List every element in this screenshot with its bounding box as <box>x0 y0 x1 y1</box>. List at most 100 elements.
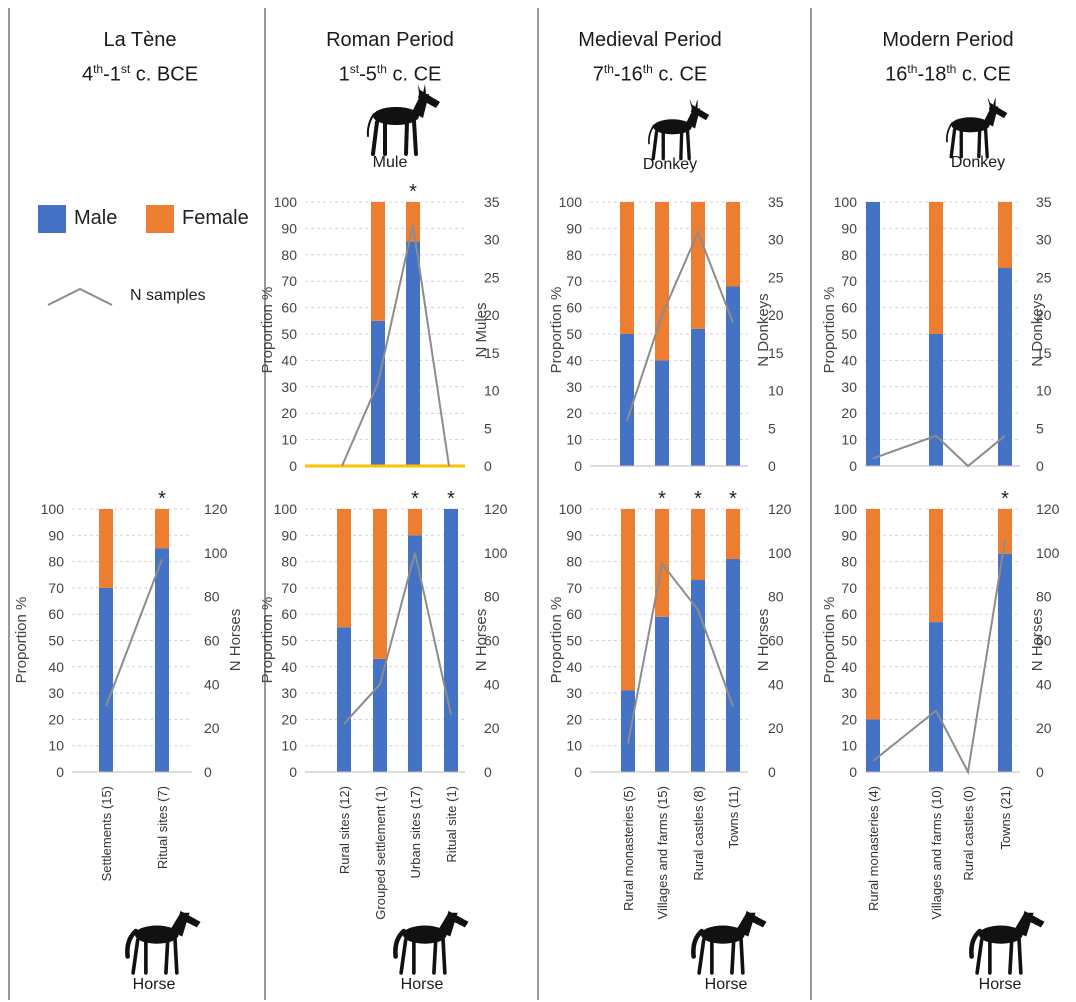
modern-donkey-ytick-label: 40 <box>841 352 857 368</box>
period-title-modern: Modern Period 16th-18th c. CE <box>848 26 1048 90</box>
medieval-donkey-ytick-label: 0 <box>574 458 582 474</box>
medieval-donkey-ytick-label: 50 <box>566 326 582 342</box>
modern-donkey-bar-female <box>929 202 943 334</box>
modern-donkey-y2tick-label: 30 <box>1036 232 1052 248</box>
modern-donkey-y2tick-label: 5 <box>1036 420 1044 436</box>
roman-mule-ytick-label: 20 <box>281 405 297 421</box>
column-divider-3 <box>537 8 539 1000</box>
period-title-latene: La Tène 4th-1st c. BCE <box>40 26 240 90</box>
legend-label-male: Male <box>74 207 118 229</box>
roman-mule-ytick-label: 0 <box>289 458 297 474</box>
medieval-donkey-y2tick-label: 25 <box>768 269 784 285</box>
modern-donkey-ytick-label: 30 <box>841 379 857 395</box>
modern-horse-ytick-label: 20 <box>841 711 857 727</box>
legend-line-icon <box>47 287 113 306</box>
roman-mule-ytick-label: 90 <box>281 220 297 236</box>
modern-donkey-y2tick-label: 35 <box>1036 194 1052 210</box>
modern-donkey-ytick-label: 20 <box>841 405 857 421</box>
roman-horse-bar-female <box>337 509 351 628</box>
roman-horse-category-label: Ritual site (1) <box>444 786 459 863</box>
column-divider-2 <box>264 8 266 1000</box>
modern-horse-bar-female <box>929 509 943 623</box>
roman-mule-ytick-label: 70 <box>281 273 297 289</box>
modern-horse-ytick-label: 80 <box>841 554 857 570</box>
medieval-horse-significance-marker: * <box>658 488 666 510</box>
modern-donkey-bar-male <box>998 268 1012 466</box>
animal-label-donkey-medieval: Donkey <box>642 156 698 173</box>
modern-horse-significance-marker: * <box>1001 488 1009 510</box>
modern-horse-ytick-label: 40 <box>841 659 857 675</box>
medieval-horse-significance-marker: * <box>694 488 702 510</box>
animal-label-horse-roman: Horse <box>400 976 444 993</box>
modern-donkey-bar-female <box>998 202 1012 268</box>
period-title-roman: Roman Period 1st-5th c. CE <box>290 26 490 90</box>
roman-mule-y2tick-label: 10 <box>484 383 500 399</box>
medieval-horse-ytick-label: 40 <box>566 659 582 675</box>
modern-donkey-ytick-label: 100 <box>834 194 858 210</box>
medieval-donkey-ytick-label: 100 <box>559 194 583 210</box>
modern-horse-y2tick-label: 100 <box>1036 545 1060 561</box>
roman-horse-y2tick-label: 100 <box>484 545 508 561</box>
medieval-horse-bar-male <box>726 558 740 772</box>
modern-donkey-y2tick-label: 15 <box>1036 345 1052 361</box>
roman-horse-ytick-label: 90 <box>281 527 297 543</box>
modern-horse-y2tick-label: 0 <box>1036 764 1044 780</box>
period-name: Roman Period <box>326 29 454 51</box>
medieval-horse-y2tick-label: 40 <box>768 676 784 692</box>
latene-horse-ytick-label: 90 <box>48 527 64 543</box>
donkey-icon-medieval <box>648 100 710 161</box>
roman-horse-bar-male <box>373 658 387 772</box>
roman-horse-ytick-label: 30 <box>281 685 297 701</box>
modern-donkey-y2tick-label: 25 <box>1036 269 1052 285</box>
roman-horse-category-label: Rural sites (12) <box>337 786 352 874</box>
modern-donkey-ytick-label: 60 <box>841 300 857 316</box>
horse-icon-latene <box>125 910 201 975</box>
roman-mule-y2tick-label: 30 <box>484 232 500 248</box>
medieval-donkey-ytick-label: 10 <box>566 432 582 448</box>
roman-mule-y2tick-label: 5 <box>484 420 492 436</box>
modern-horse-y2tick-label: 20 <box>1036 720 1052 736</box>
modern-horse-bar-male <box>998 553 1012 772</box>
modern-horse-ytick-label: 90 <box>841 527 857 543</box>
medieval-horse-y2label: N Horses <box>755 609 772 672</box>
modern-donkey-ytick-label: 80 <box>841 247 857 263</box>
modern-donkey-n-samples-line <box>872 434 1006 468</box>
medieval-donkey-y2tick-label: 35 <box>768 194 784 210</box>
medieval-donkey-y2tick-label: 15 <box>768 345 784 361</box>
medieval-donkey-bar-female <box>691 202 705 329</box>
animal-label-horse-modern: Horse <box>978 976 1022 993</box>
medieval-donkey-y2tick-label: 0 <box>768 458 776 474</box>
medieval-donkey-bar-female <box>726 202 740 287</box>
modern-horse-category-label: Rural monasteries (4) <box>866 786 881 911</box>
medieval-horse-y2tick-label: 80 <box>768 589 784 605</box>
roman-mule-ytick-label: 10 <box>281 432 297 448</box>
medieval-donkey-ytick-label: 30 <box>566 379 582 395</box>
medieval-horse-ytick-label: 70 <box>566 580 582 596</box>
modern-horse-category-label: Rural castles (0) <box>961 786 976 881</box>
modern-donkey-y2tick-label: 0 <box>1036 458 1044 474</box>
latene-horse-ytick-label: 40 <box>48 659 64 675</box>
roman-mule-bar-male <box>371 320 385 466</box>
mule-icon <box>366 84 440 156</box>
medieval-horse-ytick-label: 0 <box>574 764 582 780</box>
roman-horse-y2label: N Horses <box>473 609 490 672</box>
animal-label-donkey-modern: Donkey <box>950 154 1006 171</box>
modern-horse-y2tick-label: 120 <box>1036 501 1060 517</box>
modern-donkey-y2label: N Donkeys <box>1029 293 1046 366</box>
medieval-horse-bar-female <box>726 509 740 559</box>
medieval-horse-ylabel: Proportion % <box>548 597 565 684</box>
roman-horse-ytick-label: 100 <box>274 501 298 517</box>
medieval-donkey-y2tick-label: 30 <box>768 232 784 248</box>
medieval-horse-bar-male <box>621 690 635 772</box>
medieval-donkey-ytick-label: 20 <box>566 405 582 421</box>
latene-horse-significance-marker: * <box>158 488 166 510</box>
legend-swatch-male <box>38 205 66 233</box>
animal-label-mule: Mule <box>372 154 408 171</box>
modern-horse-category-label: Towns (21) <box>998 786 1013 850</box>
modern-horse-y2label: N Horses <box>1029 609 1046 672</box>
latene-horse-bar-male <box>155 548 169 772</box>
latene-horse-ytick-label: 50 <box>48 633 64 649</box>
roman-horse-y2tick-label: 40 <box>484 676 500 692</box>
roman-horse-y2tick-label: 20 <box>484 720 500 736</box>
